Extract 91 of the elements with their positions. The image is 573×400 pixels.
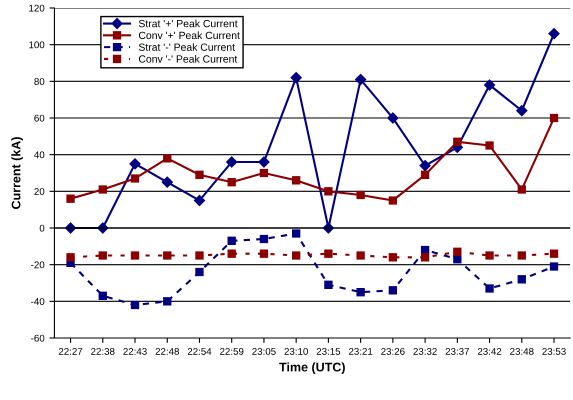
point: [388, 253, 398, 262]
point: [292, 176, 300, 184]
point: [98, 251, 107, 260]
point: [98, 185, 107, 194]
point: [484, 79, 496, 91]
point: [260, 234, 268, 244]
x-tick-label: 23:10: [284, 348, 308, 355]
point: [130, 300, 140, 310]
point: [485, 251, 494, 260]
point: [258, 156, 270, 168]
point: [356, 190, 365, 200]
point: [130, 251, 140, 260]
point: [260, 168, 268, 178]
legend-label: Strat '+' Peak Current: [138, 20, 238, 28]
point: [163, 154, 172, 162]
point: [129, 158, 141, 170]
point: [518, 185, 526, 194]
point: [324, 250, 333, 258]
y-tick-label: 80: [34, 78, 44, 85]
point: [195, 170, 204, 179]
point: [228, 250, 236, 258]
x-tick-label: 23:05: [252, 348, 276, 355]
point: [420, 170, 430, 179]
point: [66, 253, 75, 262]
x-tick-label: 23:37: [446, 348, 470, 355]
point: [356, 251, 365, 260]
x-axis-title: Time (UTC): [279, 362, 345, 374]
x-tick-label: 23:26: [381, 348, 405, 355]
legend-label: Strat '-' Peak Current: [138, 43, 235, 51]
x-tick-label: 23:32: [413, 348, 437, 355]
point: [97, 222, 108, 234]
x-tick-label: 23:53: [542, 348, 566, 355]
point: [355, 74, 366, 86]
y-tick-label: -40: [31, 298, 44, 305]
x-tick-label: 23:15: [316, 348, 340, 355]
point: [194, 194, 206, 206]
point: [550, 262, 558, 271]
point: [485, 141, 494, 150]
point: [290, 72, 302, 84]
point: [195, 268, 204, 276]
x-tick-label: 22:38: [91, 348, 115, 355]
x-tick-label: 23:21: [348, 348, 372, 355]
point: [228, 178, 236, 186]
point: [453, 255, 462, 264]
point: [550, 114, 558, 122]
point: [324, 187, 333, 196]
y-tick-label: 40: [34, 151, 44, 158]
point: [260, 250, 268, 258]
x-tick-label: 22:43: [123, 348, 147, 355]
point: [163, 297, 172, 306]
x-tick-label: 23:42: [478, 348, 502, 355]
x-tick-label: 22:48: [156, 348, 179, 355]
legend-label: Conv '-' Peak Current: [138, 55, 238, 63]
point: [388, 286, 398, 294]
y-tick-label: -20: [31, 261, 44, 268]
y-axis-title: Current (kA): [11, 137, 23, 209]
y-tick-label: 20: [34, 188, 44, 195]
point: [356, 288, 365, 296]
point: [453, 138, 462, 146]
point: [98, 292, 107, 300]
point: [518, 251, 526, 260]
point: [516, 105, 528, 116]
point: [324, 280, 333, 289]
x-tick-label: 22:59: [220, 348, 244, 355]
point: [292, 229, 300, 238]
point: [453, 248, 462, 256]
point: [195, 251, 204, 260]
point: [550, 250, 558, 258]
x-tick-label: 23:48: [510, 348, 534, 355]
point: [485, 284, 494, 293]
point: [518, 275, 526, 284]
point: [163, 251, 172, 260]
point: [388, 196, 398, 205]
y-tick-label: 100: [29, 41, 44, 48]
y-tick-label: 120: [29, 4, 44, 12]
point: [228, 236, 236, 245]
point: [548, 28, 560, 40]
y-tick-label: -60: [31, 334, 44, 342]
y-tick-label: 60: [34, 114, 44, 122]
point: [292, 251, 300, 260]
x-tick-label: 22:27: [58, 348, 82, 355]
point: [130, 174, 140, 183]
point: [387, 112, 398, 124]
point: [226, 156, 238, 168]
legend-label: Conv '+' Peak Current: [138, 31, 240, 40]
point: [420, 253, 430, 262]
point: [419, 160, 431, 172]
point: [162, 176, 173, 188]
y-tick-label: 0: [40, 224, 44, 232]
point: [66, 194, 75, 203]
x-tick-label: 22:54: [188, 348, 212, 355]
